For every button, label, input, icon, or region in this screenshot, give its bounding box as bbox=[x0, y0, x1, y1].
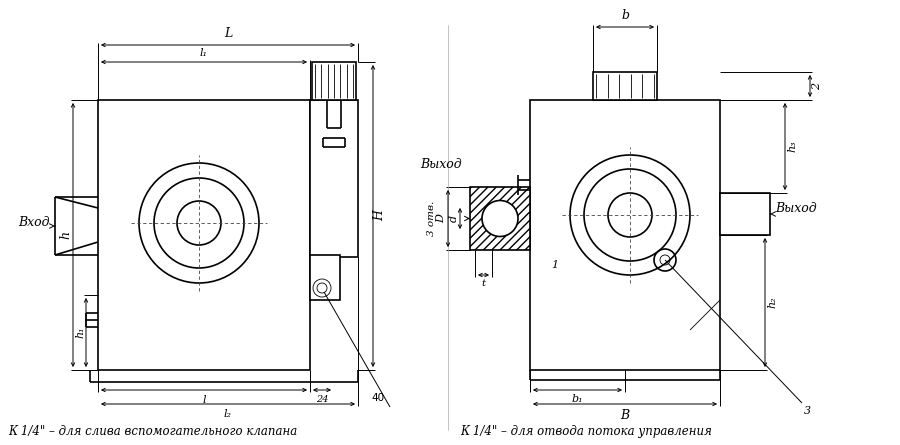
Bar bbox=[312, 62, 356, 100]
Text: l₁: l₁ bbox=[200, 48, 208, 58]
Text: D: D bbox=[436, 214, 446, 223]
Text: 3 отв.: 3 отв. bbox=[428, 201, 436, 236]
Text: h₂: h₂ bbox=[767, 297, 777, 308]
Bar bbox=[98, 100, 310, 370]
Text: B: B bbox=[620, 409, 630, 422]
Text: 2: 2 bbox=[812, 82, 822, 89]
Text: 24: 24 bbox=[316, 395, 328, 404]
Text: l: l bbox=[202, 395, 206, 405]
Bar bbox=[530, 100, 720, 370]
Text: h₃: h₃ bbox=[787, 141, 797, 152]
Text: 1: 1 bbox=[552, 260, 559, 270]
Text: 40: 40 bbox=[372, 393, 385, 403]
Bar bbox=[720, 193, 770, 235]
Text: Выход: Выход bbox=[420, 158, 462, 171]
Circle shape bbox=[482, 201, 518, 236]
Bar bbox=[593, 72, 657, 100]
Text: Вход: Вход bbox=[18, 217, 50, 230]
Text: t: t bbox=[482, 279, 486, 288]
Text: l₂: l₂ bbox=[224, 409, 232, 419]
Bar bbox=[310, 255, 340, 300]
Text: b₁: b₁ bbox=[572, 394, 583, 404]
Text: L: L bbox=[224, 27, 232, 40]
Text: H: H bbox=[374, 210, 386, 222]
Text: h: h bbox=[59, 231, 73, 239]
Bar bbox=[470, 187, 530, 250]
Text: Выход: Выход bbox=[775, 202, 816, 215]
Bar bbox=[310, 100, 358, 257]
Text: b: b bbox=[621, 9, 629, 22]
Text: d: d bbox=[449, 215, 459, 222]
Text: К 1/4" – для слива вспомогательного клапана: К 1/4" – для слива вспомогательного клап… bbox=[8, 425, 297, 437]
Text: h₁: h₁ bbox=[75, 327, 85, 338]
Text: 3: 3 bbox=[804, 406, 811, 416]
Text: К 1/4" – для отвода потока управления: К 1/4" – для отвода потока управления bbox=[460, 425, 712, 437]
Bar bbox=[470, 187, 530, 250]
